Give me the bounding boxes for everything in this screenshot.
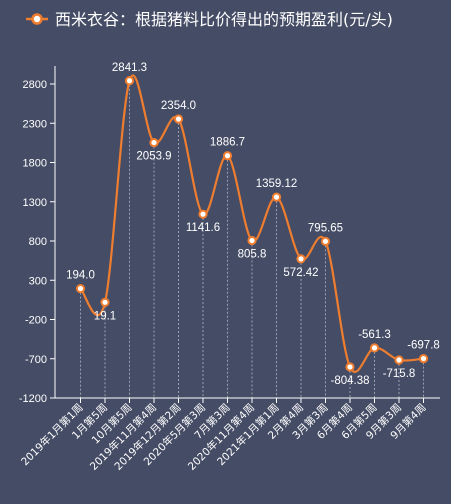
data-labels: 194.0 19.1 2841.3 2053.9 2354.0 1141.6 1886.7 8… (66, 62, 440, 387)
chart-legend[interactable]: 西米衣谷：根据猪料比价得出的预期盈利(元/头) (26, 10, 393, 29)
data-label: 2053.9 (136, 151, 171, 163)
legend-label: 西米衣谷：根据猪料比价得出的预期盈利(元/头) (55, 10, 393, 29)
data-label: 19.1 (94, 310, 116, 322)
data-point (394, 355, 404, 365)
data-label: 572.42 (283, 267, 318, 279)
data-point (247, 235, 257, 246)
y-tick-label: 1800 (23, 158, 47, 170)
data-label: 795.65 (308, 222, 343, 234)
data-label: -561.3 (358, 329, 391, 341)
data-point (345, 362, 355, 372)
data-point (198, 209, 208, 219)
y-tick-label: 300 (29, 275, 47, 287)
data-point (296, 254, 306, 264)
data-label: 1141.6 (186, 222, 220, 234)
data-label: 194.0 (66, 270, 95, 282)
data-label: -697.8 (407, 340, 440, 352)
data-label: 1886.7 (210, 137, 245, 149)
data-point (75, 283, 86, 294)
y-tick-label: -700 (25, 354, 47, 366)
data-point (222, 151, 233, 161)
y-tick-label: 800 (29, 236, 47, 248)
data-label: 2354.0 (161, 100, 196, 112)
data-point (271, 192, 282, 202)
data-label: 2841.3 (112, 62, 147, 74)
data-point (320, 236, 331, 246)
y-tick-label: -200 (25, 315, 47, 327)
y-tick-label: 2300 (23, 118, 47, 130)
data-point (149, 137, 159, 148)
data-point (173, 114, 184, 124)
data-point (124, 76, 135, 86)
series-layer (75, 74, 429, 373)
y-tick-label: 1300 (23, 197, 47, 209)
data-label: 1359.12 (256, 178, 298, 190)
data-point (100, 297, 110, 307)
data-point (369, 343, 380, 353)
y-tick-label: -1200 (19, 393, 47, 405)
data-label: -715.8 (383, 368, 416, 380)
data-label: 805.8 (238, 249, 267, 261)
legend-circle-marker (31, 13, 43, 25)
data-label: -804.38 (330, 375, 369, 387)
series-line (79, 74, 424, 373)
y-tick-label: 2800 (23, 79, 47, 91)
data-point (418, 353, 429, 364)
drop-lines (80, 80, 424, 398)
